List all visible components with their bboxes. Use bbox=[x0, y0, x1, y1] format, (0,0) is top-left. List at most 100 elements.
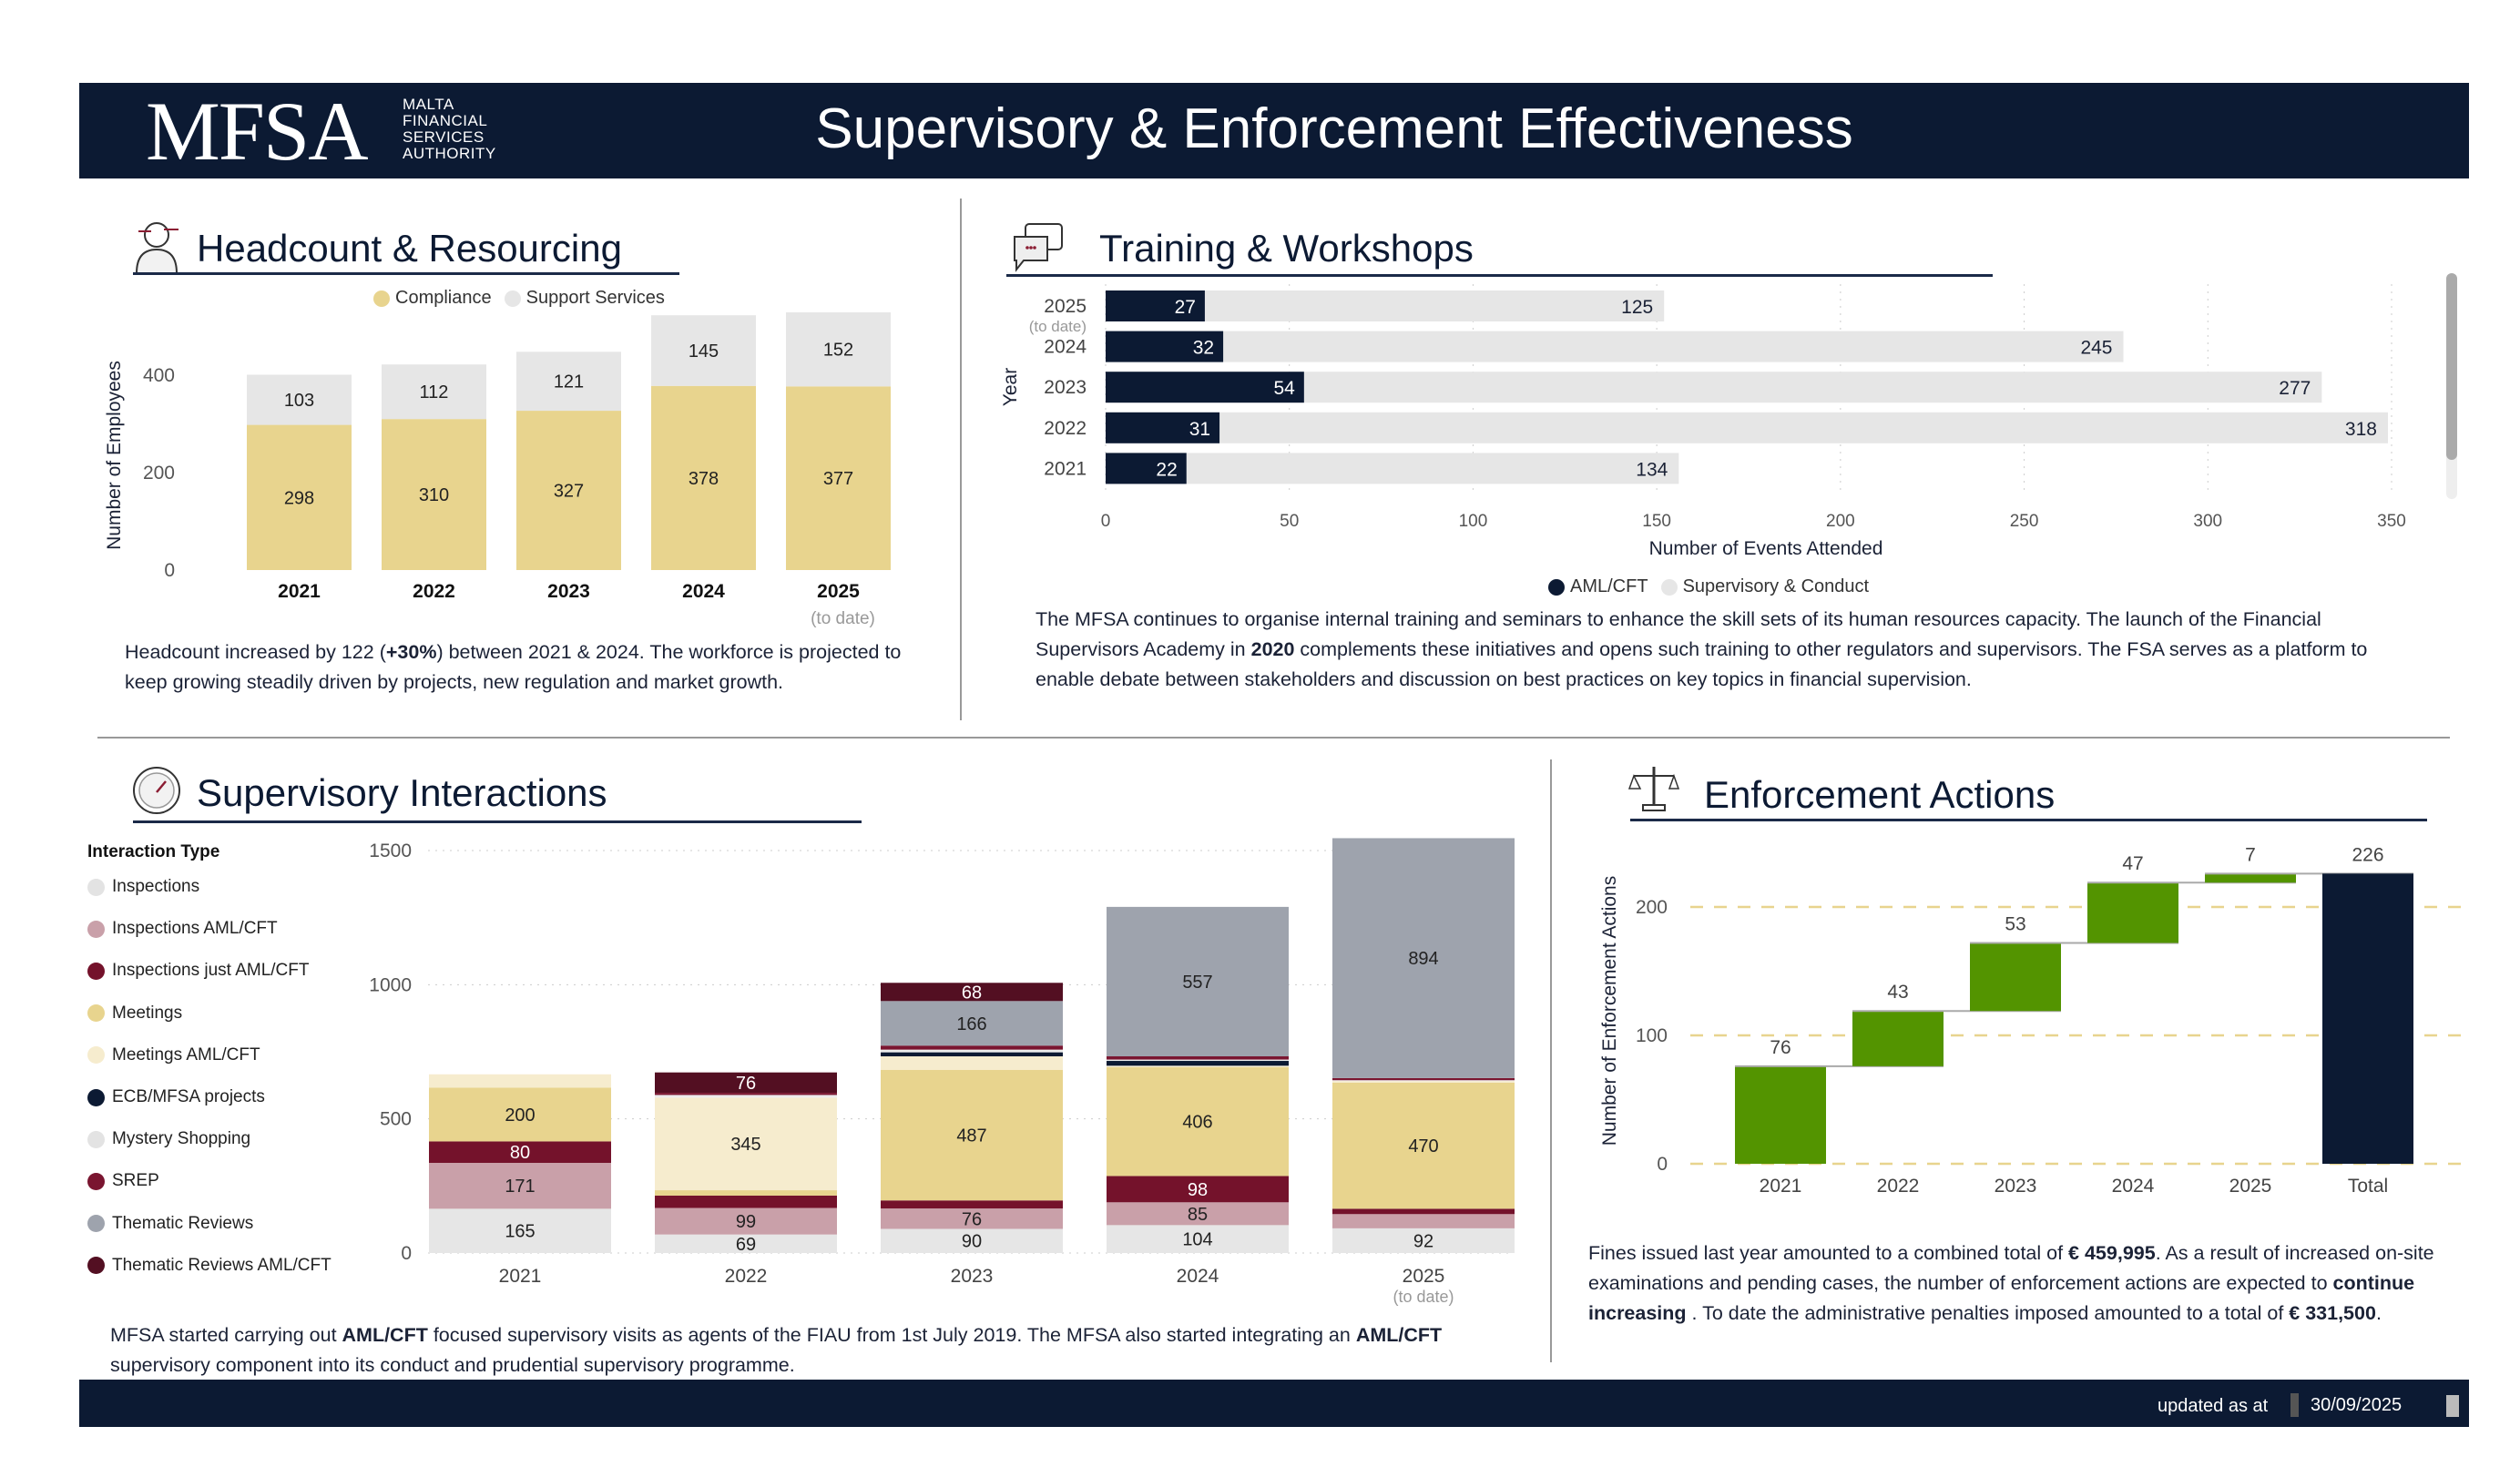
headcount-title: Headcount & Resourcing bbox=[197, 227, 622, 270]
mfsa-logo: MFSA bbox=[146, 85, 369, 178]
legend-supervisory-conduct[interactable]: Supervisory & Conduct bbox=[1682, 576, 1870, 596]
legend-support-swatch bbox=[504, 290, 521, 307]
legend-support-services[interactable]: Support Services bbox=[525, 288, 665, 308]
training-legend: AML/CFT Supervisory & Conduct bbox=[1548, 576, 1869, 597]
bar-supervisory-conduct bbox=[1303, 372, 2322, 403]
legend-aml-swatch bbox=[1548, 578, 1565, 596]
bar-aml-cft bbox=[1106, 331, 1224, 362]
legend-item[interactable]: ECB/MFSA projects bbox=[87, 1087, 265, 1107]
y-axis-title: Number of Employees bbox=[104, 361, 125, 550]
bar-segment bbox=[881, 1228, 1063, 1253]
data-label: 22 bbox=[1156, 459, 1177, 480]
x-tick-label: 2022 bbox=[725, 1266, 768, 1287]
bar-supervisory-conduct bbox=[1219, 412, 2388, 443]
headcount-title-underline bbox=[133, 272, 679, 275]
y-tick-label: 1500 bbox=[369, 841, 412, 861]
legend-swatch bbox=[87, 1004, 105, 1023]
y-tick-label: 200 bbox=[1636, 897, 1668, 918]
legend-swatch bbox=[87, 1046, 105, 1065]
y-tick-label: 2021 bbox=[1044, 458, 1087, 479]
text-part: ) between 2021 & 2024. The workforce is … bbox=[125, 641, 902, 693]
legend-compliance[interactable]: Compliance bbox=[395, 288, 492, 308]
legend-compliance-swatch bbox=[373, 290, 390, 307]
bar-aml-cft bbox=[1106, 412, 1220, 443]
text-bold: AML/CFT bbox=[342, 1324, 428, 1346]
legend-item[interactable]: Meetings AML/CFT bbox=[87, 1045, 260, 1065]
data-label: 121 bbox=[554, 372, 584, 392]
legend-aml-cft[interactable]: AML/CFT bbox=[1570, 576, 1648, 596]
bar-segment bbox=[881, 1200, 1063, 1209]
y-tick-label: 0 bbox=[401, 1243, 412, 1264]
y-tick-label: 400 bbox=[143, 365, 175, 386]
training-description: The MFSA continues to organise internal … bbox=[1036, 605, 2420, 695]
bar-segment bbox=[1332, 1081, 1515, 1083]
updated-label: updated as at bbox=[2158, 1396, 2269, 1416]
training-scrollbar-thumb[interactable] bbox=[2446, 273, 2457, 460]
bar-segment bbox=[429, 1074, 611, 1088]
data-label: 85 bbox=[1188, 1205, 1208, 1225]
bar-segment bbox=[655, 1072, 837, 1094]
bar-segment bbox=[1107, 1056, 1289, 1060]
legend-item[interactable]: Mystery Shopping bbox=[87, 1129, 250, 1149]
legend-item[interactable]: Inspections bbox=[87, 877, 199, 897]
bar-segment bbox=[881, 1001, 1063, 1046]
data-label: 310 bbox=[419, 485, 449, 505]
text-bold: AML/CFT bbox=[1355, 1324, 1443, 1346]
bar-segment bbox=[429, 1087, 611, 1142]
bar-aml-cft bbox=[1106, 453, 1187, 484]
bar-segment bbox=[1332, 1077, 1515, 1081]
bar-segment bbox=[655, 1234, 837, 1253]
legend-item[interactable]: Thematic Reviews AML/CFT bbox=[87, 1256, 332, 1276]
legend-swatch bbox=[87, 1130, 105, 1148]
bar-segment bbox=[881, 1052, 1063, 1057]
interactions-title-underline bbox=[133, 820, 862, 823]
text-part: Fines issued last year amounted to a com… bbox=[1588, 1242, 2069, 1264]
legend-swatch bbox=[87, 1172, 105, 1190]
bar-segment bbox=[1332, 1080, 1515, 1082]
text-bold: € 331,500 bbox=[2289, 1302, 2376, 1324]
legend-item[interactable]: Meetings bbox=[87, 1004, 182, 1024]
data-label: 53 bbox=[2005, 913, 2025, 934]
bar-increase bbox=[1852, 1011, 1944, 1066]
text-bold: 2020 bbox=[1250, 638, 1295, 660]
bar-segment bbox=[1107, 1202, 1289, 1226]
bar-supervisory-conduct bbox=[1223, 331, 2124, 362]
text-part: focused supervisory visits as agents of … bbox=[427, 1324, 1356, 1346]
bar-increase bbox=[1735, 1065, 1826, 1164]
data-label: 557 bbox=[1182, 973, 1212, 993]
bar-segment bbox=[881, 983, 1063, 1002]
data-label: 31 bbox=[1189, 419, 1210, 440]
enforcement-title-underline bbox=[1630, 819, 2427, 821]
text-part: supervisory component into its conduct a… bbox=[110, 1354, 795, 1376]
data-label: 134 bbox=[1636, 459, 1668, 480]
x-tick-label: 300 bbox=[2193, 512, 2222, 531]
legend-label: Inspections bbox=[112, 877, 200, 896]
data-label: 103 bbox=[284, 391, 314, 411]
bar-segment bbox=[655, 1195, 837, 1208]
data-label: 112 bbox=[420, 382, 449, 402]
y-tick-label: 0 bbox=[164, 560, 175, 581]
legend-item[interactable]: Inspections just AML/CFT bbox=[87, 961, 309, 981]
x-tick-label: 350 bbox=[2377, 512, 2406, 531]
x-tick-label: 50 bbox=[1280, 512, 1299, 531]
x-tick-label: 2025 bbox=[1403, 1266, 1445, 1287]
legend-supervisory-swatch bbox=[1660, 578, 1678, 596]
x-tick-label: 2022 bbox=[1877, 1176, 1920, 1197]
divider-vertical-bottom bbox=[1550, 759, 1552, 1362]
data-label: 54 bbox=[1273, 378, 1295, 399]
legend-item[interactable]: Inspections AML/CFT bbox=[87, 919, 278, 939]
data-label: 76 bbox=[962, 1209, 982, 1229]
bar-segment bbox=[1332, 1228, 1515, 1253]
bar-supervisory-conduct bbox=[1204, 290, 1665, 321]
enforcement-title: Enforcement Actions bbox=[1704, 773, 2056, 816]
x-tick-label: Total bbox=[2348, 1176, 2388, 1197]
data-label: 80 bbox=[510, 1143, 530, 1163]
bar-compliance bbox=[382, 419, 486, 570]
data-label: 47 bbox=[2122, 853, 2143, 874]
legend-item[interactable]: SREP bbox=[87, 1171, 159, 1191]
data-label: 406 bbox=[1182, 1113, 1212, 1133]
data-label: 27 bbox=[1175, 297, 1196, 318]
logo-line: AUTHORITY bbox=[403, 145, 496, 162]
legend-item[interactable]: Thematic Reviews bbox=[87, 1214, 253, 1234]
header-bar bbox=[79, 83, 2469, 178]
